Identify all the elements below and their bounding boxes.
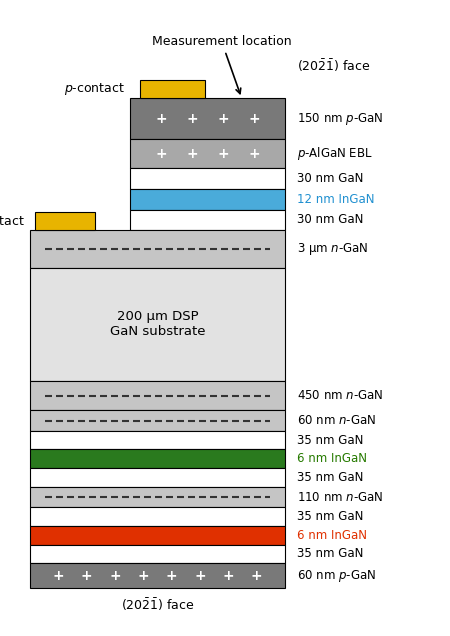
Text: $p$-AlGaN EBL: $p$-AlGaN EBL [297,145,373,162]
Text: +: + [138,569,149,583]
Bar [30,563,285,588]
Bar [30,508,285,526]
Text: (20$\bar{2}\bar{1}$) face: (20$\bar{2}\bar{1}$) face [121,596,194,612]
Text: $p$-contact: $p$-contact [64,81,125,97]
Bar [30,544,285,563]
Text: +: + [155,147,167,161]
Text: +: + [186,147,198,161]
Bar [140,80,205,98]
Text: +: + [217,112,229,126]
Text: +: + [248,112,260,126]
Text: 450 nm $n$-GaN: 450 nm $n$-GaN [297,389,383,402]
Text: 150 nm $p$-GaN: 150 nm $p$-GaN [297,111,383,127]
Text: +: + [155,112,167,126]
Bar [30,381,285,410]
Text: +: + [217,147,229,161]
Bar [30,526,285,544]
Bar [130,210,285,230]
Text: +: + [194,569,206,583]
Bar [35,212,95,230]
Bar [30,487,285,508]
Text: $n$-contact: $n$-contact [0,215,25,228]
Bar [130,139,285,169]
Text: +: + [81,569,93,583]
Bar [30,230,285,268]
Text: Measurement location: Measurement location [152,35,292,93]
Bar [130,98,285,139]
Text: 200 μm DSP
GaN substrate: 200 μm DSP GaN substrate [110,310,205,338]
Text: 35 nm GaN: 35 nm GaN [297,434,364,446]
Bar [30,450,285,468]
Bar [130,189,285,210]
Bar [30,410,285,431]
Bar [30,468,285,487]
Text: 60 nm $p$-GaN: 60 nm $p$-GaN [297,567,376,584]
Text: 30 nm GaN: 30 nm GaN [297,172,364,185]
Text: 30 nm GaN: 30 nm GaN [297,214,364,226]
Text: +: + [166,569,177,583]
Text: +: + [251,569,262,583]
Text: 35 nm GaN: 35 nm GaN [297,548,364,560]
Text: +: + [53,569,64,583]
Text: 12 nm InGaN: 12 nm InGaN [297,193,374,206]
Text: +: + [222,569,234,583]
Text: 6 nm InGaN: 6 nm InGaN [297,529,367,542]
Text: (20$\bar{2}\bar{1}$) face: (20$\bar{2}\bar{1}$) face [297,57,371,74]
Bar [30,268,285,381]
Text: 60 nm $n$-GaN: 60 nm $n$-GaN [297,414,376,427]
Text: 35 nm GaN: 35 nm GaN [297,471,364,484]
Text: 6 nm InGaN: 6 nm InGaN [297,452,367,466]
Text: +: + [109,569,121,583]
Text: 110 nm $n$-GaN: 110 nm $n$-GaN [297,490,383,504]
Bar [30,431,285,450]
Text: +: + [248,147,260,161]
Bar [130,169,285,189]
Text: +: + [186,112,198,126]
Text: 3 μm $n$-GaN: 3 μm $n$-GaN [297,241,369,257]
Text: 35 nm GaN: 35 nm GaN [297,510,364,523]
